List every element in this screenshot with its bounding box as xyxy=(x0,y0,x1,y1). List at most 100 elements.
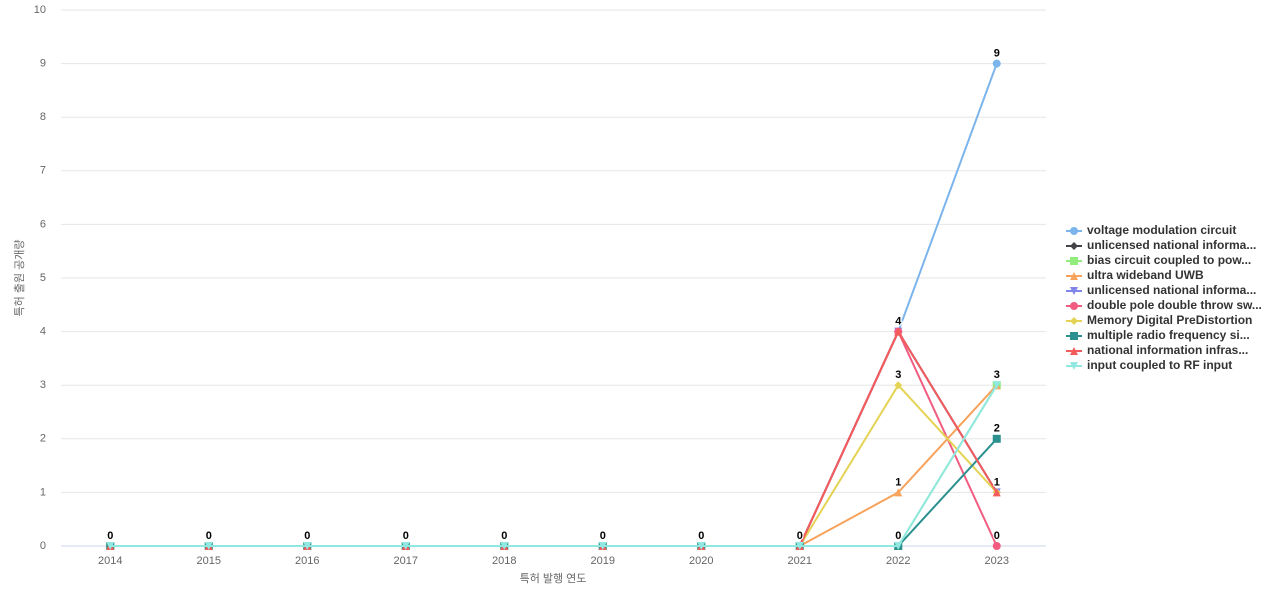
marker xyxy=(992,381,1001,390)
marker xyxy=(106,542,115,550)
marker xyxy=(795,542,804,550)
data-label: 0 xyxy=(797,530,803,542)
data-label: 0 xyxy=(600,530,606,542)
legend-label: ultra wideband UWB xyxy=(1087,268,1204,282)
data-label: 0 xyxy=(206,530,212,542)
marker xyxy=(992,434,1001,443)
marker xyxy=(697,542,706,550)
x-tick-label: 2017 xyxy=(394,555,418,567)
marker xyxy=(894,542,903,550)
x-tick-label: 2018 xyxy=(492,555,516,567)
data-label: 3 xyxy=(895,369,901,381)
data-label: 0 xyxy=(403,530,409,542)
data-label: 9 xyxy=(994,48,1000,60)
data-label: 0 xyxy=(304,530,310,542)
legend-label: double pole double throw sw... xyxy=(1087,298,1262,312)
data-label: 0 xyxy=(501,530,507,542)
legend-label: unlicensed national informa... xyxy=(1087,283,1256,297)
x-tick-label: 2014 xyxy=(98,555,122,567)
legend-label: input coupled to RF input xyxy=(1087,358,1232,372)
data-label: 0 xyxy=(600,530,606,542)
data-label: 0 xyxy=(107,530,113,542)
data-label: 0 xyxy=(698,530,704,542)
data-label: 0 xyxy=(107,530,113,542)
y-tick-label: 7 xyxy=(40,165,46,177)
data-label: 0 xyxy=(206,530,212,542)
marker xyxy=(992,488,1001,497)
data-label: 0 xyxy=(403,530,409,542)
data-label: 0 xyxy=(797,530,803,542)
data-label: 0 xyxy=(698,530,704,542)
data-label: 0 xyxy=(107,530,113,542)
data-label: 0 xyxy=(797,530,803,542)
data-label: 0 xyxy=(304,530,310,542)
data-label: 0 xyxy=(304,530,310,542)
marker xyxy=(303,542,312,550)
series-line xyxy=(110,384,998,547)
y-tick-label: 4 xyxy=(40,326,46,338)
data-label: 1 xyxy=(994,476,1000,488)
data-label: 0 xyxy=(403,530,409,542)
data-label: 0 xyxy=(206,530,212,542)
y-axis-label: 특허 출원 공개량 xyxy=(13,240,26,317)
marker xyxy=(894,381,903,390)
data-label: 0 xyxy=(304,530,310,542)
legend-marker xyxy=(1070,242,1078,250)
y-tick-label: 10 xyxy=(34,4,46,16)
data-label: 3 xyxy=(994,369,1000,381)
data-label: 2 xyxy=(994,423,1000,435)
legend-label: multiple radio frequency si... xyxy=(1087,328,1250,342)
data-label: 0 xyxy=(206,530,212,542)
data-label: 0 xyxy=(107,530,113,542)
x-tick-label: 2016 xyxy=(295,555,319,567)
data-label: 1 xyxy=(994,476,1000,488)
legend-marker xyxy=(1070,257,1078,265)
x-axis-label: 특허 발행 연도 xyxy=(520,572,587,585)
data-label: 0 xyxy=(206,530,212,542)
data-label: 0 xyxy=(600,530,606,542)
y-tick-label: 2 xyxy=(40,433,46,445)
data-label: 1 xyxy=(994,476,1000,488)
series-line xyxy=(110,383,998,547)
data-label: 0 xyxy=(797,530,803,542)
y-tick-label: 0 xyxy=(40,540,46,552)
data-label: 0 xyxy=(797,530,803,542)
data-label: 0 xyxy=(403,530,409,542)
data-label: 0 xyxy=(206,530,212,542)
data-label: 0 xyxy=(304,530,310,542)
y-tick-label: 8 xyxy=(40,111,46,123)
data-label: 4 xyxy=(895,316,902,328)
marker xyxy=(598,542,607,550)
data-label: 0 xyxy=(501,530,507,542)
data-label: 1 xyxy=(895,476,901,488)
data-label: 0 xyxy=(107,530,113,542)
marker xyxy=(500,542,509,550)
data-label: 0 xyxy=(994,530,1000,542)
data-label: 4 xyxy=(895,316,902,328)
data-label: 4 xyxy=(895,316,902,328)
data-label: 0 xyxy=(501,530,507,542)
marker xyxy=(894,488,903,497)
data-label: 0 xyxy=(304,530,310,542)
x-tick-label: 2020 xyxy=(689,555,713,567)
y-tick-label: 9 xyxy=(40,58,46,70)
x-tick-label: 2019 xyxy=(591,555,615,567)
data-label: 0 xyxy=(698,530,704,542)
legend-marker xyxy=(1070,227,1078,235)
legend-label: national information infras... xyxy=(1087,343,1248,357)
data-label: 0 xyxy=(304,530,310,542)
data-label: 0 xyxy=(206,530,212,542)
data-label: 0 xyxy=(698,530,704,542)
data-label: 0 xyxy=(895,530,901,542)
data-label: 0 xyxy=(206,530,212,542)
y-tick-label: 3 xyxy=(40,379,46,391)
data-label: 0 xyxy=(895,530,901,542)
marker xyxy=(894,327,903,336)
data-label: 0 xyxy=(698,530,704,542)
data-label: 0 xyxy=(403,530,409,542)
data-label: 0 xyxy=(304,530,310,542)
legend-label: bias circuit coupled to pow... xyxy=(1087,253,1251,267)
legend-marker xyxy=(1070,302,1078,310)
series-line xyxy=(110,384,998,547)
